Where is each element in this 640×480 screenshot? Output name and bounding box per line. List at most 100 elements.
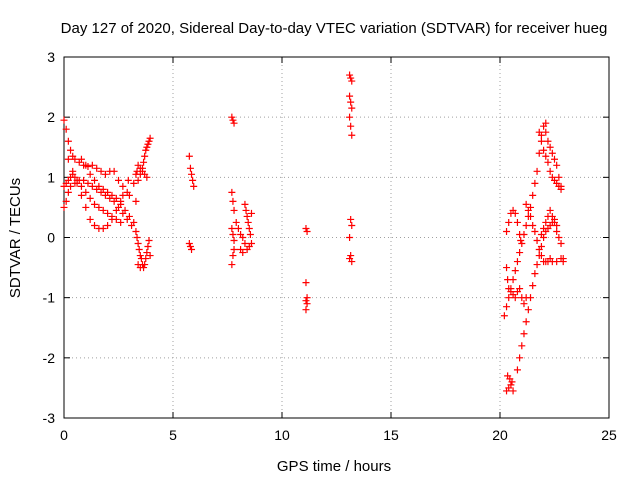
- series-track-early-5: [77, 155, 138, 226]
- data-point-marker: [302, 224, 310, 232]
- data-point-marker: [553, 161, 561, 169]
- gridlines: [64, 57, 609, 418]
- data-point-marker: [230, 237, 238, 245]
- data-point-marker: [146, 252, 154, 260]
- data-point-marker: [347, 215, 355, 223]
- data-point-marker: [88, 182, 96, 190]
- data-point-marker: [303, 294, 311, 302]
- data-point-marker: [64, 137, 72, 145]
- data-point-marker: [141, 261, 149, 269]
- data-point-marker: [555, 173, 563, 181]
- data-point-marker: [112, 194, 120, 202]
- data-point-marker: [99, 224, 107, 232]
- data-point-marker: [535, 246, 543, 254]
- series-track-13h: [346, 71, 356, 266]
- data-point-marker: [347, 74, 355, 82]
- data-point-marker: [82, 203, 90, 211]
- data-point-marker: [130, 218, 138, 226]
- data-point-marker: [117, 200, 125, 208]
- data-point-marker: [557, 182, 565, 190]
- data-point-marker: [535, 128, 543, 136]
- series-track-early-3: [60, 176, 136, 229]
- series-track-22h-g: [542, 128, 565, 190]
- data-point-marker: [505, 294, 513, 302]
- data-point-marker: [522, 221, 530, 229]
- data-point-marker: [234, 224, 242, 232]
- data-point-marker: [144, 140, 152, 148]
- data-point-marker: [69, 167, 77, 175]
- data-point-marker: [535, 149, 543, 157]
- data-point-marker: [91, 176, 99, 184]
- data-point-marker: [95, 203, 103, 211]
- data-point-marker: [500, 312, 508, 320]
- data-point-marker: [101, 170, 109, 178]
- data-point-marker: [504, 372, 512, 380]
- data-point-marker: [553, 258, 561, 266]
- x-axis-title: GPS time / hours: [277, 458, 391, 475]
- data-point-marker: [230, 246, 238, 254]
- data-point-marker: [559, 255, 567, 263]
- data-point-marker: [62, 125, 70, 133]
- data-point-marker: [62, 197, 70, 205]
- data-point-marker: [228, 188, 236, 196]
- x-tick-label: 5: [169, 427, 177, 443]
- data-point-marker: [77, 182, 85, 190]
- data-point-marker: [551, 155, 558, 163]
- data-point-marker: [346, 92, 354, 100]
- data-point-marker: [302, 297, 310, 305]
- axis-ticks: 0 5 10 15 20 25 -3 -2 -1 0 1 2 3: [43, 49, 617, 443]
- data-point-marker: [99, 185, 107, 193]
- data-point-marker: [346, 234, 354, 241]
- data-point-marker: [145, 137, 153, 145]
- data-point-marker: [542, 119, 550, 127]
- data-point-marker: [186, 243, 194, 251]
- data-point-marker: [348, 221, 356, 229]
- data-point-marker: [533, 167, 541, 175]
- data-point-marker: [88, 161, 96, 169]
- data-point-marker: [64, 188, 72, 196]
- data-point-marker: [520, 300, 528, 308]
- data-point-marker: [125, 191, 133, 199]
- data-point-marker: [97, 167, 105, 175]
- data-point-marker: [527, 294, 535, 302]
- data-point-marker: [140, 158, 148, 166]
- data-point-marker: [67, 182, 75, 190]
- data-point-marker: [348, 104, 356, 112]
- data-point-marker: [136, 170, 144, 178]
- data-point-marker: [242, 206, 250, 214]
- x-tick-label: 10: [274, 427, 290, 443]
- data-point-marker: [228, 113, 236, 121]
- data-point-marker: [138, 164, 146, 172]
- data-point-marker: [347, 98, 355, 106]
- series-track-22h-f: [535, 128, 565, 193]
- data-point-marker: [117, 218, 125, 226]
- data-point-marker: [537, 230, 545, 238]
- data-point-marker: [241, 200, 249, 208]
- data-point-marker: [348, 131, 356, 139]
- data-point-marker: [104, 221, 112, 229]
- data-point-marker: [348, 77, 356, 85]
- data-point-marker: [513, 258, 521, 266]
- data-point-marker: [189, 176, 197, 184]
- data-point-marker: [145, 237, 153, 245]
- data-point-marker: [555, 234, 563, 241]
- series-track-8h: [228, 113, 238, 269]
- series-track-20h-a: [500, 119, 550, 320]
- data-point-marker: [346, 255, 354, 263]
- data-point-marker: [135, 246, 143, 254]
- data-point-marker: [503, 303, 511, 311]
- data-point-marker: [141, 152, 149, 160]
- data-point-marker: [64, 155, 72, 163]
- x-tick-label: 15: [383, 427, 399, 443]
- data-point-marker: [347, 252, 355, 260]
- series-track-6h: [185, 152, 198, 254]
- data-point-marker: [230, 206, 238, 214]
- data-point-marker: [134, 261, 142, 269]
- data-point-marker: [143, 143, 151, 151]
- series-track-3h-low: [132, 227, 154, 272]
- data-point-marker: [60, 203, 68, 211]
- data-point-marker: [243, 212, 251, 220]
- data-point-marker: [522, 318, 530, 326]
- data-point-marker: [557, 240, 565, 248]
- data-point-marker: [546, 206, 554, 214]
